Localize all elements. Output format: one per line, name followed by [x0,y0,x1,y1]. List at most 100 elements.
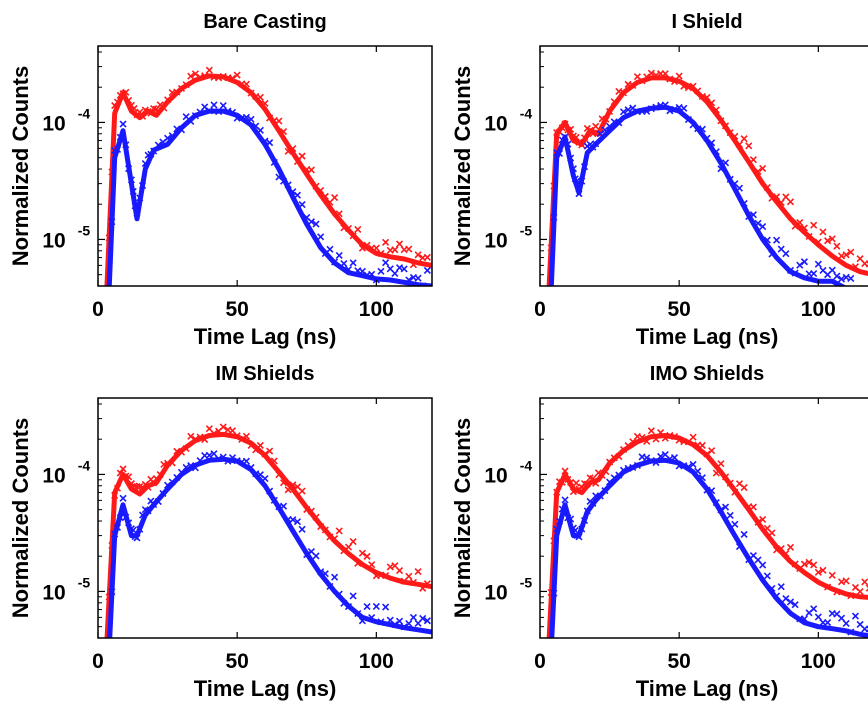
data-point-red [187,432,195,440]
data-point-blue [814,260,822,268]
data-point-blue [712,498,720,507]
data-point-blue [680,104,688,112]
data-point-blue [561,133,569,141]
data-point-blue [106,287,112,293]
y-axis-label: Normalized Counts [450,418,475,618]
data-point-blue [228,454,237,462]
y-tick-exponent: -5 [78,222,91,238]
data-point-blue [800,615,808,623]
data-point-blue [712,148,720,156]
data-point-blue [670,105,679,113]
data-point-red [810,561,818,569]
data-point-blue [414,274,422,282]
data-point-blue [865,625,868,633]
data-point-blue [368,270,376,278]
data-point-red [555,128,564,136]
data-point-blue [575,533,583,541]
data-point-red [191,70,199,78]
data-point-blue [372,276,380,284]
data-point-blue [842,619,850,627]
data-point-red [583,480,591,488]
data-point-red [558,478,566,486]
data-point-blue [731,520,739,528]
data-point-blue [553,525,561,533]
data-point-red [160,104,168,112]
data-point-blue [555,517,564,525]
data-point-red [293,157,302,166]
data-point-red [819,566,827,574]
data-point-red [182,81,190,89]
data-point-red [698,441,706,450]
data-point-blue [113,523,122,532]
data-point-blue [619,466,628,474]
data-point-blue [545,350,551,356]
data-point-blue [106,647,112,653]
data-point-blue [168,132,176,140]
data-point-blue [298,525,306,533]
data-point-red [735,141,744,149]
y-axis-label: Normalized Counts [450,66,475,266]
data-point-blue [400,265,408,273]
data-point-blue [862,293,868,299]
y-tick-exponent: -4 [520,105,533,121]
data-point-red [289,481,297,489]
data-point-blue [567,154,575,162]
data-point-blue [624,106,632,114]
data-point-red [606,107,614,115]
data-point-red [731,132,739,140]
data-point-red [726,479,734,487]
data-point-red [759,164,767,173]
data-point-red [749,156,757,164]
data-point-red [266,447,274,455]
data-point-red [382,572,390,580]
data-point-red [219,423,227,431]
data-point-blue [354,610,362,618]
data-point-blue [215,455,223,463]
data-point-blue [596,492,604,500]
data-point-blue [133,209,141,217]
data-point-red [354,225,362,233]
data-point-red [800,560,808,568]
data-point-red [168,459,176,467]
data-point-red [717,460,725,468]
data-point-red [201,435,209,444]
data-point-blue [810,605,818,613]
data-point-blue [127,176,135,184]
data-point-red [592,122,600,130]
data-point-red [423,253,431,261]
data-point-blue [578,177,586,185]
data-point-blue [745,213,753,221]
data-point-blue [331,573,339,581]
data-point-red [643,437,651,445]
y-tick-label: 10 [484,581,507,604]
x-tick-label: 50 [667,298,690,321]
data-point-red [721,473,730,481]
data-point-red [589,130,597,138]
data-point-blue [349,259,357,267]
data-point-blue [136,194,144,202]
data-point-blue [833,272,841,280]
data-point-blue [270,158,278,167]
data-point-red [156,470,164,479]
data-point-blue [575,190,583,198]
x-axis-label: Time Lag (ns) [636,676,779,701]
data-point-blue [740,199,748,208]
data-point-red [266,114,274,122]
data-point-blue [670,454,679,462]
data-point-blue [382,259,390,267]
data-point-red [303,505,311,514]
data-point-blue [851,612,860,620]
data-point-red [851,263,860,271]
data-point-red [150,479,158,487]
data-point-red [763,183,771,192]
data-point-red [256,93,264,101]
data-point-blue [138,511,147,519]
panel-title: I Shield [671,11,742,33]
data-point-red [270,457,278,465]
data-point-blue [721,159,730,167]
data-point-red [354,559,362,567]
data-point-red [409,261,418,269]
data-point-red [615,87,623,95]
x-tick-label: 50 [667,650,690,673]
